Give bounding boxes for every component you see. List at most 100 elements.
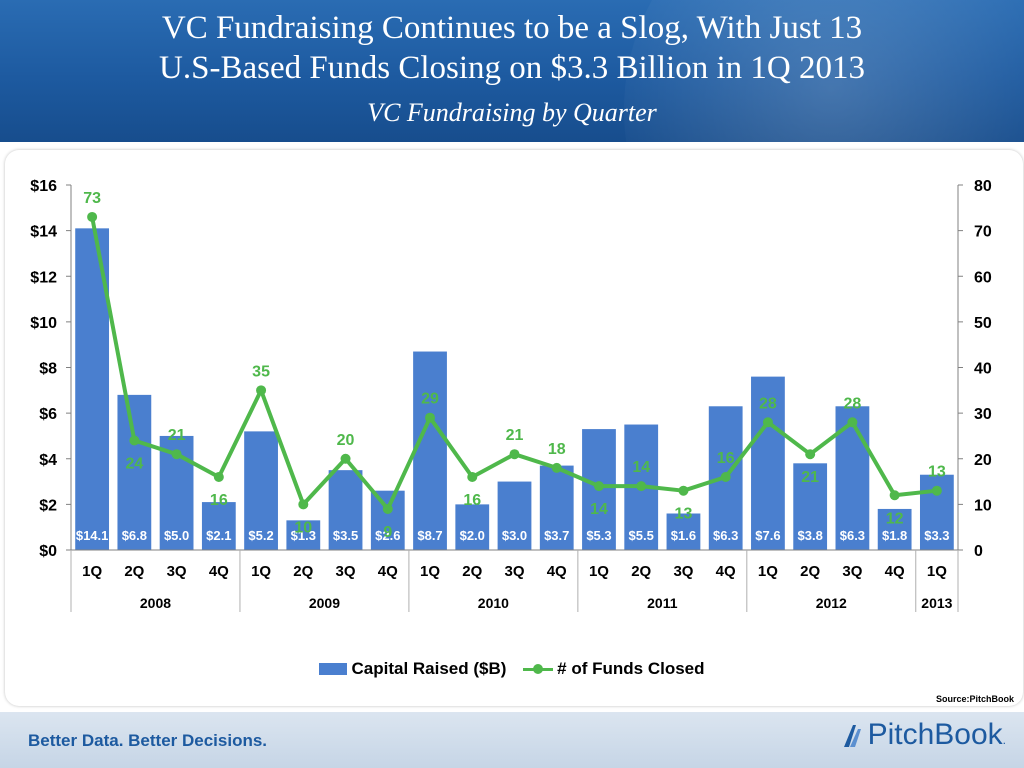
bar	[244, 431, 278, 550]
year-group-label: 2010	[478, 595, 509, 611]
funds-closed-point	[509, 449, 520, 460]
funds-closed-point	[551, 462, 562, 473]
bar-data-label: $2.1	[206, 528, 231, 543]
year-group-label: 2012	[816, 595, 847, 611]
x-axis-tick-label: 1Q	[758, 563, 778, 580]
right-axis-tick-label: 60	[974, 269, 992, 286]
bar	[793, 463, 828, 550]
funds-closed-point	[720, 472, 731, 482]
x-axis-tick-label: 2Q	[293, 563, 313, 580]
bar-data-label: $3.7	[544, 528, 569, 543]
bar	[328, 470, 363, 550]
chart-legend: Capital Raised ($B) # of Funds Closed	[0, 658, 1024, 679]
funds-closed-point	[762, 417, 773, 428]
right-axis-tick-label: 40	[974, 361, 992, 378]
legend-line-swatch	[523, 663, 554, 675]
x-axis-tick-label: 1Q	[420, 563, 440, 580]
left-axis-tick-label: $10	[30, 315, 57, 332]
left-axis-tick-label: $2	[39, 497, 57, 514]
funds-closed-point	[636, 481, 647, 492]
funds-closed-data-label: 18	[548, 441, 566, 458]
funds-closed-data-label: 29	[421, 391, 439, 408]
bar-data-label: $6.3	[840, 528, 865, 543]
bar-data-label: $3.3	[924, 528, 949, 543]
funds-closed-data-label: 28	[759, 395, 777, 412]
year-group-label: 2013	[921, 595, 952, 611]
legend-item-capital: Capital Raised ($B)	[319, 659, 506, 679]
brand-suffix: .	[1002, 733, 1006, 747]
globe-background	[624, 0, 1024, 142]
funds-closed-point	[847, 417, 858, 428]
funds-closed-point	[340, 453, 351, 464]
funds-closed-data-label: 21	[506, 427, 524, 444]
funds-closed-point	[593, 481, 604, 492]
x-axis-tick-label: 1Q	[82, 563, 102, 580]
x-axis-tick-label: 4Q	[716, 563, 736, 580]
funds-closed-data-label: 21	[168, 427, 186, 444]
funds-closed-point	[467, 472, 478, 482]
left-axis-tick-label: $16	[30, 178, 57, 195]
funds-closed-data-label: 14	[632, 459, 650, 476]
bar	[751, 376, 785, 550]
funds-closed-data-label: 28	[844, 395, 862, 412]
bar	[497, 481, 532, 550]
x-axis-tick-label: 2Q	[800, 563, 820, 580]
right-axis-tick-label: 20	[974, 452, 992, 469]
bar	[539, 465, 574, 550]
bar	[286, 520, 321, 550]
bar-data-label: $1.3	[291, 528, 316, 543]
x-axis-tick-label: 3Q	[842, 563, 862, 580]
x-axis-tick-label: 3Q	[167, 563, 187, 580]
right-axis-tick-label: 10	[974, 497, 992, 514]
bar-data-label: $1.6	[671, 528, 696, 543]
legend-item-funds: # of Funds Closed	[523, 658, 705, 679]
year-group-label: 2009	[309, 595, 340, 611]
funds-closed-data-label: 21	[801, 469, 819, 486]
bar-data-label: $5.3	[586, 528, 611, 543]
bar-data-label: $1.8	[882, 528, 907, 543]
funds-closed-point	[678, 485, 689, 496]
funds-closed-data-label: 13	[675, 506, 693, 523]
right-axis-tick-label: 80	[974, 178, 992, 195]
funds-closed-point	[87, 211, 98, 222]
bar	[370, 490, 405, 550]
funds-closed-data-label: 24	[125, 456, 143, 473]
bar	[117, 394, 152, 550]
funds-closed-data-label: 20	[337, 432, 355, 449]
x-axis-tick-label: 1Q	[927, 563, 947, 580]
funds-closed-data-label: 35	[252, 363, 270, 380]
x-axis-tick-label: 3Q	[673, 563, 693, 580]
funds-closed-point	[889, 490, 900, 501]
bar	[413, 351, 447, 550]
left-axis-tick-label: $6	[39, 406, 57, 423]
bar-data-label: $8.7	[417, 528, 442, 543]
pitchbook-logo-icon	[843, 725, 861, 748]
funds-closed-data-label: 16	[210, 492, 228, 509]
funds-closed-point	[129, 435, 140, 446]
funds-closed-data-label: 12	[886, 510, 904, 527]
left-axis-tick-label: $4	[39, 452, 57, 469]
title-line-2: U.S-Based Funds Closing on $3.3 Billion …	[159, 50, 865, 86]
right-axis-tick-label: 50	[974, 315, 992, 332]
x-axis-tick-label: 4Q	[209, 563, 229, 580]
left-axis-tick-label: $8	[39, 361, 57, 378]
x-axis-tick-label: 4Q	[547, 563, 567, 580]
bar-data-label: $6.8	[122, 528, 147, 543]
year-group-label: 2011	[647, 595, 678, 611]
source-note: Source:PitchBook	[935, 694, 1014, 704]
funds-closed-point	[805, 449, 816, 460]
brand-logo: PitchBook.	[840, 718, 1006, 752]
legend-label-funds: # of Funds Closed	[557, 658, 705, 678]
chart-subtitle: VC Fundraising by Quarter	[367, 98, 657, 127]
funds-closed-data-label: 13	[928, 464, 946, 481]
bar-data-label: $5.2	[248, 528, 273, 543]
combo-chart: $0 $2 $4 $6 $8 $10 $12 $14 $16 0 10 20 30 40 50 60 70 80 $…	[30, 178, 992, 612]
funds-closed-data-label: 10	[294, 519, 312, 536]
bar	[877, 508, 912, 550]
legend-label-capital: Capital Raised ($B)	[351, 658, 507, 678]
x-axis-tick-label: 2Q	[124, 563, 144, 580]
right-axis-tick-label: 0	[974, 543, 983, 560]
bar-data-label: $14.1	[76, 528, 109, 543]
left-axis-tick-label: $14	[30, 224, 57, 241]
bar	[455, 504, 490, 550]
